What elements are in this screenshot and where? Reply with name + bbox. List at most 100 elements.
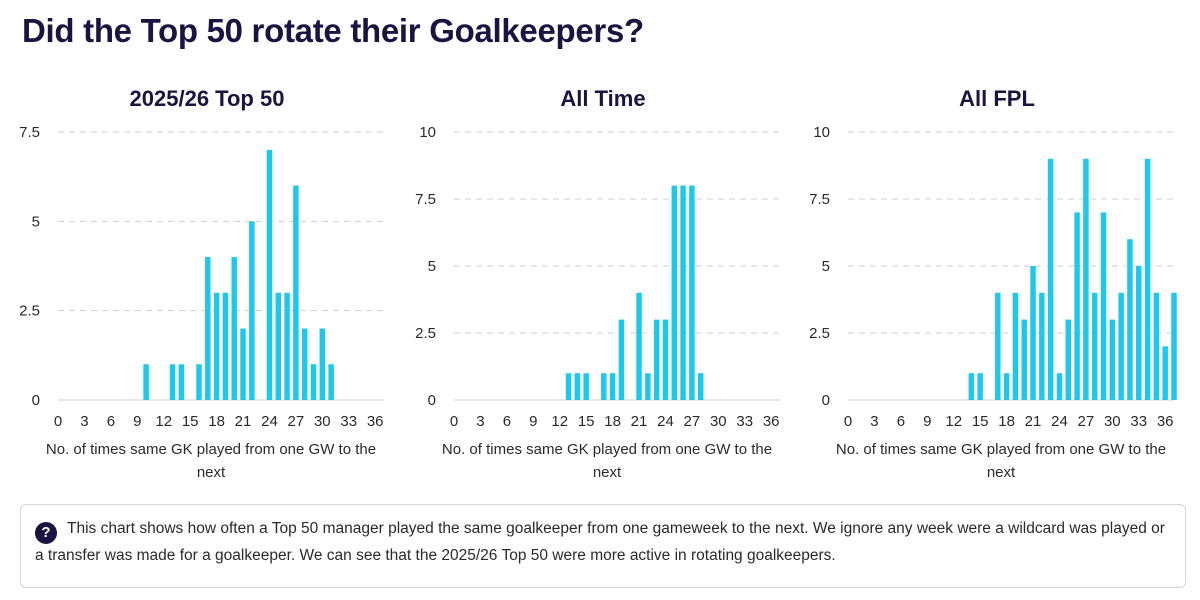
bar bbox=[1153, 292, 1160, 400]
x-tick-label: 30 bbox=[314, 413, 331, 430]
x-tick-label: 33 bbox=[1130, 413, 1147, 430]
x-tick-label: 21 bbox=[631, 413, 648, 430]
page-title: Did the Top 50 rotate their Goalkeepers? bbox=[22, 12, 644, 49]
bar bbox=[618, 319, 625, 400]
x-tick-label: 21 bbox=[235, 413, 252, 430]
bar bbox=[1109, 319, 1116, 400]
bar bbox=[284, 292, 290, 400]
bar bbox=[293, 185, 299, 400]
bar bbox=[968, 373, 975, 400]
bar bbox=[328, 364, 334, 400]
x-tick-label: 30 bbox=[710, 413, 727, 430]
bar bbox=[196, 364, 202, 400]
chart-title: All Time bbox=[560, 86, 645, 111]
bar bbox=[977, 373, 983, 400]
bar bbox=[689, 185, 695, 400]
x-tick-label: 18 bbox=[998, 413, 1015, 430]
x-tick-label: 0 bbox=[844, 413, 852, 430]
bar bbox=[1003, 373, 1010, 400]
bar bbox=[697, 373, 704, 400]
info-note: ? This chart shows how often a Top 50 man… bbox=[20, 504, 1186, 588]
bar bbox=[1136, 266, 1142, 400]
x-tick-label: 33 bbox=[736, 413, 753, 430]
bar bbox=[1162, 346, 1168, 400]
bar bbox=[636, 292, 642, 400]
bar bbox=[1030, 266, 1036, 400]
bar bbox=[231, 257, 237, 400]
x-tick-label: 21 bbox=[1025, 413, 1042, 430]
charts-row: 2025/26 Top 50 0 2.5 5 7.5 0 3 6 9 12 15 18 21 24 27 30… bbox=[0, 80, 1200, 500]
bar bbox=[653, 319, 660, 400]
chart-panel-all-time: All Time 0 2.5 5 7.5 10 0 3 6 9 12 15 18 21 24 27 30 33 36… bbox=[396, 80, 796, 500]
bar bbox=[1012, 292, 1019, 400]
bar bbox=[645, 373, 651, 400]
x-tick-label: 27 bbox=[684, 413, 701, 430]
bar bbox=[266, 149, 273, 400]
bar bbox=[143, 364, 149, 400]
info-note-text: This chart shows how often a Top 50 mana… bbox=[35, 520, 1165, 564]
chart-title: All FPL bbox=[959, 86, 1035, 111]
bar bbox=[205, 257, 211, 400]
y-tick-label: 7.5 bbox=[19, 124, 40, 141]
x-tick-label: 15 bbox=[972, 413, 989, 430]
bar bbox=[1047, 158, 1054, 400]
bar bbox=[1056, 373, 1063, 400]
x-tick-label: 6 bbox=[107, 413, 115, 430]
chart-panel-all-fpl: All FPL 0 2.5 5 7.5 10 0 3 6 9 12 15 18 21 24 27 30 33 36 N… bbox=[790, 80, 1190, 500]
bar bbox=[1171, 292, 1177, 400]
bar bbox=[222, 292, 229, 400]
x-tick-label: 6 bbox=[897, 413, 905, 430]
x-tick-label: 12 bbox=[155, 413, 172, 430]
x-axis-label: No. of times same GK played from one GW … bbox=[442, 441, 772, 481]
x-tick-label: 9 bbox=[133, 413, 141, 430]
bar bbox=[275, 292, 282, 400]
bar bbox=[601, 373, 607, 400]
bar bbox=[574, 373, 581, 400]
x-tick-label: 0 bbox=[54, 413, 62, 430]
x-tick-label: 33 bbox=[340, 413, 357, 430]
x-axis-label: No. of times same GK played from one GW … bbox=[836, 441, 1166, 481]
x-tick-label: 36 bbox=[763, 413, 780, 430]
y-tick-label: 0 bbox=[822, 392, 830, 409]
x-tick-label: 24 bbox=[1051, 413, 1068, 430]
bar bbox=[319, 328, 326, 400]
y-tick-label: 2.5 bbox=[19, 303, 40, 320]
bar bbox=[213, 292, 220, 400]
question-circle-icon: ? bbox=[35, 522, 57, 544]
x-tick-label: 18 bbox=[208, 413, 225, 430]
bar bbox=[178, 364, 185, 400]
x-axis-label: No. of times same GK played from one GW … bbox=[46, 441, 376, 481]
bar bbox=[301, 328, 308, 400]
x-tick-label: 24 bbox=[657, 413, 674, 430]
x-tick-label: 6 bbox=[503, 413, 511, 430]
y-tick-label: 5 bbox=[822, 258, 830, 275]
x-tick-label: 3 bbox=[80, 413, 88, 430]
bar bbox=[1065, 319, 1072, 400]
x-tick-label: 9 bbox=[529, 413, 537, 430]
bar bbox=[995, 292, 1001, 400]
x-tick-label: 15 bbox=[182, 413, 199, 430]
bar bbox=[1127, 239, 1133, 400]
bar bbox=[609, 373, 616, 400]
y-tick-label: 2.5 bbox=[809, 325, 830, 342]
x-tick-label: 30 bbox=[1104, 413, 1121, 430]
bar bbox=[249, 221, 255, 400]
bar bbox=[1083, 158, 1089, 400]
y-tick-label: 0 bbox=[32, 392, 40, 409]
bar bbox=[1118, 292, 1124, 400]
x-tick-label: 36 bbox=[367, 413, 384, 430]
bar bbox=[565, 373, 572, 400]
x-tick-label: 36 bbox=[1157, 413, 1174, 430]
bar bbox=[1100, 212, 1107, 400]
bar bbox=[662, 319, 669, 400]
x-tick-label: 0 bbox=[450, 413, 458, 430]
y-tick-label: 7.5 bbox=[809, 191, 830, 208]
y-tick-label: 0 bbox=[428, 392, 436, 409]
x-tick-label: 12 bbox=[945, 413, 962, 430]
x-tick-label: 3 bbox=[476, 413, 484, 430]
bar bbox=[1039, 292, 1045, 400]
x-tick-label: 3 bbox=[870, 413, 878, 430]
chart-title: 2025/26 Top 50 bbox=[130, 86, 285, 111]
